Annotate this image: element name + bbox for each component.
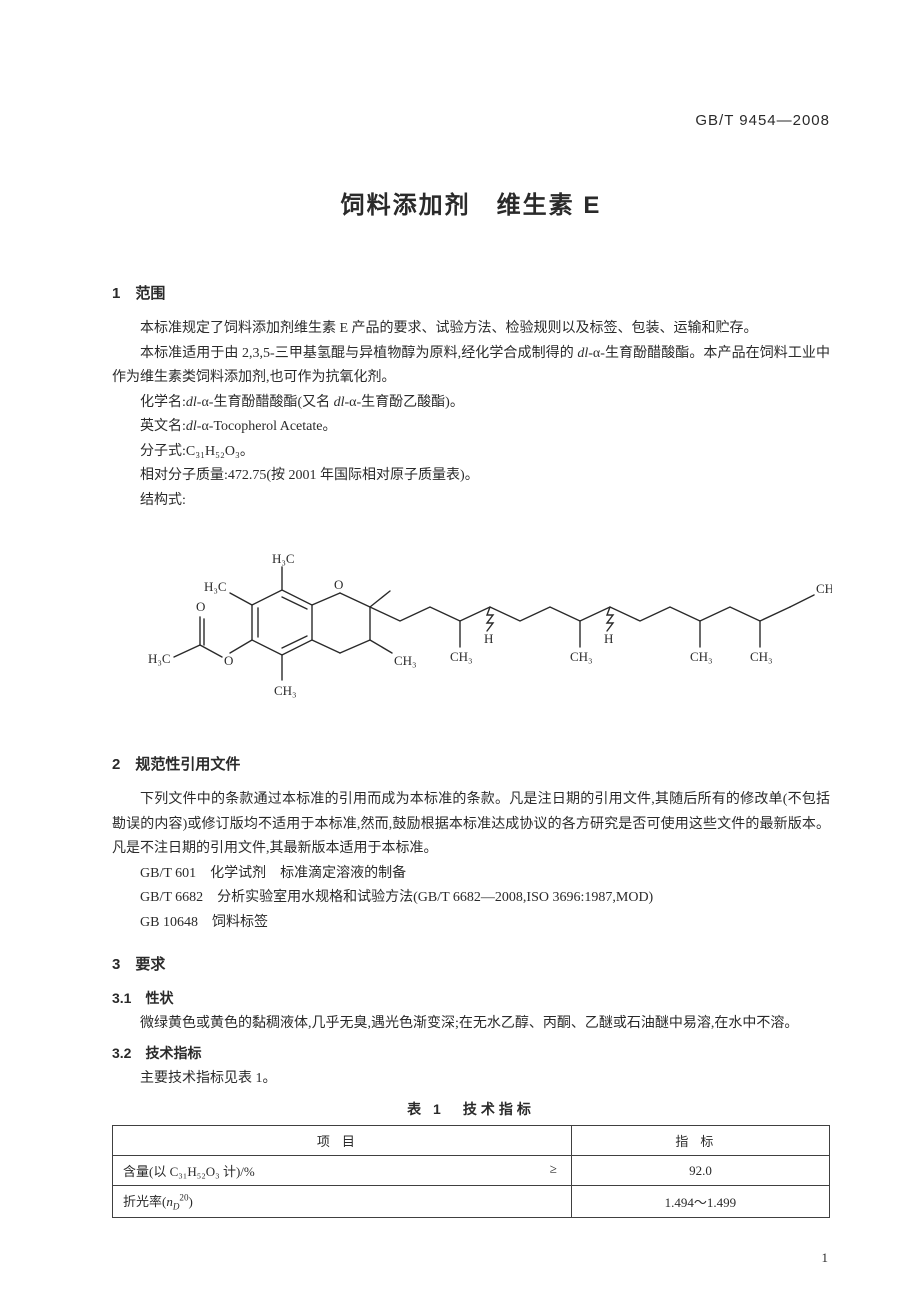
chemname-ital1: dl [186, 395, 197, 410]
row2-spec: 1.494～1.499 [571, 1186, 829, 1218]
row2-sub: D [173, 1202, 180, 1212]
row1-item: 含量(以 C₃₁H₅₂O₃ 计)/% [123, 1164, 255, 1179]
lbl-ch3-br3: CH₃ [690, 649, 713, 664]
chemical-structure: H₃C H₃C H₃C O O O CH₃ CH₃ CH₃ CH₃ CH₃ CH… [112, 525, 832, 735]
s2-para-1: 下列文件中的条款通过本标准的引用而成为本标准的条款。凡是注日期的引用文件,其随后… [112, 788, 830, 862]
s1-mw: 相对分子质量:472.75(按 2001 年国际相对原子质量表)。 [112, 464, 830, 489]
col-header-item: 项目 [113, 1126, 572, 1156]
lbl-ch3-end: CH₃ [816, 581, 832, 596]
lbl-o-ring: O [334, 577, 343, 592]
s3-2-para: 主要技术指标见表 1。 [112, 1067, 830, 1092]
chemname-ital2: dl [334, 395, 345, 410]
s1-para-1: 本标准规定了饲料添加剂维生素 E 产品的要求、试验方法、检验规则以及标签、包装、… [112, 317, 830, 342]
row1-spec: 92.0 [571, 1156, 829, 1186]
engname-pre: 英文名: [140, 419, 186, 434]
s1-p2-pre: 本标准适用于由 2,3,5-三甲基氢醌与异植物醇为原料,经化学合成制得的 [140, 346, 577, 361]
section-3-heading: 3 要求 [112, 953, 830, 974]
section-1-heading: 1 范围 [112, 282, 830, 303]
lbl-h3c-acetate: H₃C [148, 651, 171, 666]
lbl-h-wedge2: H [604, 631, 613, 646]
s1-formula: 分子式:C₃₁H₅₂O₃。 [112, 440, 830, 465]
table-1-caption: 表 1 技术指标 [112, 1099, 830, 1119]
table-header-row: 项目 指标 [113, 1126, 830, 1156]
engname-ital: dl [186, 419, 197, 434]
lbl-ch3-br4: CH₃ [750, 649, 773, 664]
lbl-ch3-bottom: CH₃ [274, 683, 297, 698]
s2-ref2: GB/T 6682 分析实验室用水规格和试验方法(GB/T 6682—2008,… [112, 886, 830, 911]
lbl-ch3-pyran: CH₃ [394, 653, 417, 668]
s1-chemname: 化学名:dl-α-生育酚醋酸酯(又名 dl-α-生育酚乙酸酯)。 [112, 391, 830, 416]
s1-para-2: 本标准适用于由 2,3,5-三甲基氢醌与异植物醇为原料,经化学合成制得的 dl-… [112, 342, 830, 391]
section-2-heading: 2 规范性引用文件 [112, 753, 830, 774]
chemname-pre: 化学名: [140, 395, 186, 410]
lbl-ch3-br1: CH₃ [450, 649, 473, 664]
chemname-mid: -α-生育酚醋酸酯(又名 [197, 395, 334, 410]
section-3-2-heading: 3.2 技术指标 [112, 1043, 830, 1063]
table-1: 项目 指标 含量(以 C₃₁H₅₂O₃ 计)/% ≥ 92.0 折光率(nD20… [112, 1125, 830, 1218]
col-header-spec: 指标 [571, 1126, 829, 1156]
row2-item-post: ) [189, 1194, 193, 1209]
document-title: 饲料添加剂 维生素 E [112, 185, 830, 220]
section-3-1-heading: 3.1 性状 [112, 988, 830, 1008]
s3-1-para: 微绿黄色或黄色的黏稠液体,几乎无臭,遇光色渐变深;在无水乙醇、丙酮、乙醚或石油醚… [112, 1012, 830, 1037]
row2-item-pre: 折光率( [123, 1194, 166, 1209]
s1-engname: 英文名:dl-α-Tocopherol Acetate。 [112, 415, 830, 440]
lbl-o-dbl: O [196, 599, 205, 614]
row2-sup: 20 [179, 1193, 188, 1203]
s1-structure-label: 结构式: [112, 489, 830, 514]
lbl-ch3-br2: CH₃ [570, 649, 593, 664]
lbl-h-wedge1: H [484, 631, 493, 646]
chemname-post: -α-生育酚乙酸酯)。 [345, 395, 464, 410]
row1-geq: ≥ [550, 1161, 557, 1177]
s2-ref1: GB/T 601 化学试剂 标准滴定溶液的制备 [112, 862, 830, 887]
lbl-o-ester: O [224, 653, 233, 668]
s1-p2-ital: dl [577, 346, 588, 361]
lbl-h3c-left: H₃C [204, 579, 227, 594]
page-number: 1 [822, 1250, 829, 1266]
lbl-h3c-top: H₃C [272, 551, 295, 566]
table-row: 折光率(nD20) 1.494～1.499 [113, 1186, 830, 1218]
standard-code: GB/T 9454—2008 [112, 112, 830, 129]
engname-post: -α-Tocopherol Acetate。 [197, 419, 337, 434]
table-row: 含量(以 C₃₁H₅₂O₃ 计)/% ≥ 92.0 [113, 1156, 830, 1186]
s2-ref3: GB 10648 饲料标签 [112, 911, 830, 936]
